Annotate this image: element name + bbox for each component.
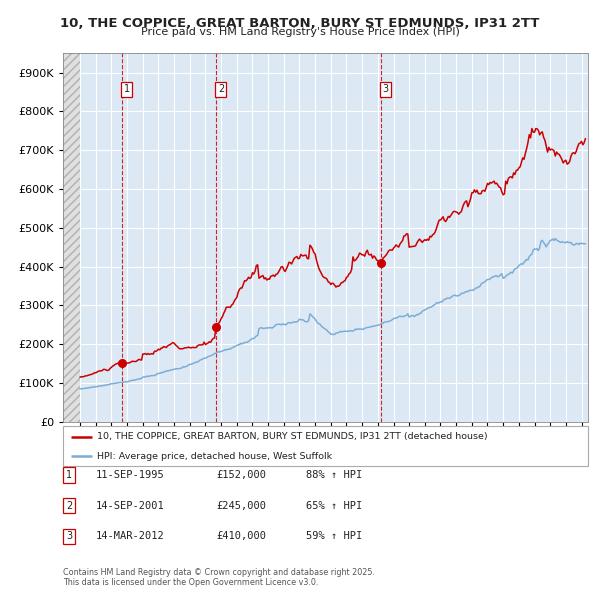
FancyBboxPatch shape: [63, 426, 588, 466]
Text: 2: 2: [66, 501, 72, 510]
Text: £410,000: £410,000: [216, 532, 266, 541]
Text: 11-SEP-1995: 11-SEP-1995: [96, 470, 165, 480]
Text: 14-SEP-2001: 14-SEP-2001: [96, 501, 165, 510]
Bar: [63, 53, 80, 422]
Text: 1: 1: [66, 470, 72, 480]
Text: Contains HM Land Registry data © Crown copyright and database right 2025.
This d: Contains HM Land Registry data © Crown c…: [63, 568, 375, 587]
Text: 14-MAR-2012: 14-MAR-2012: [96, 532, 165, 541]
Text: HPI: Average price, detached house, West Suffolk: HPI: Average price, detached house, West…: [97, 451, 332, 461]
Text: 1: 1: [124, 84, 130, 94]
Text: 10, THE COPPICE, GREAT BARTON, BURY ST EDMUNDS, IP31 2TT (detached house): 10, THE COPPICE, GREAT BARTON, BURY ST E…: [97, 432, 488, 441]
Text: 65% ↑ HPI: 65% ↑ HPI: [306, 501, 362, 510]
Text: 3: 3: [66, 532, 72, 541]
Text: 3: 3: [382, 84, 388, 94]
Text: 59% ↑ HPI: 59% ↑ HPI: [306, 532, 362, 541]
Text: Price paid vs. HM Land Registry's House Price Index (HPI): Price paid vs. HM Land Registry's House …: [140, 27, 460, 37]
Text: £245,000: £245,000: [216, 501, 266, 510]
Text: 10, THE COPPICE, GREAT BARTON, BURY ST EDMUNDS, IP31 2TT: 10, THE COPPICE, GREAT BARTON, BURY ST E…: [61, 17, 539, 30]
Text: 88% ↑ HPI: 88% ↑ HPI: [306, 470, 362, 480]
Text: £152,000: £152,000: [216, 470, 266, 480]
Text: 2: 2: [218, 84, 224, 94]
